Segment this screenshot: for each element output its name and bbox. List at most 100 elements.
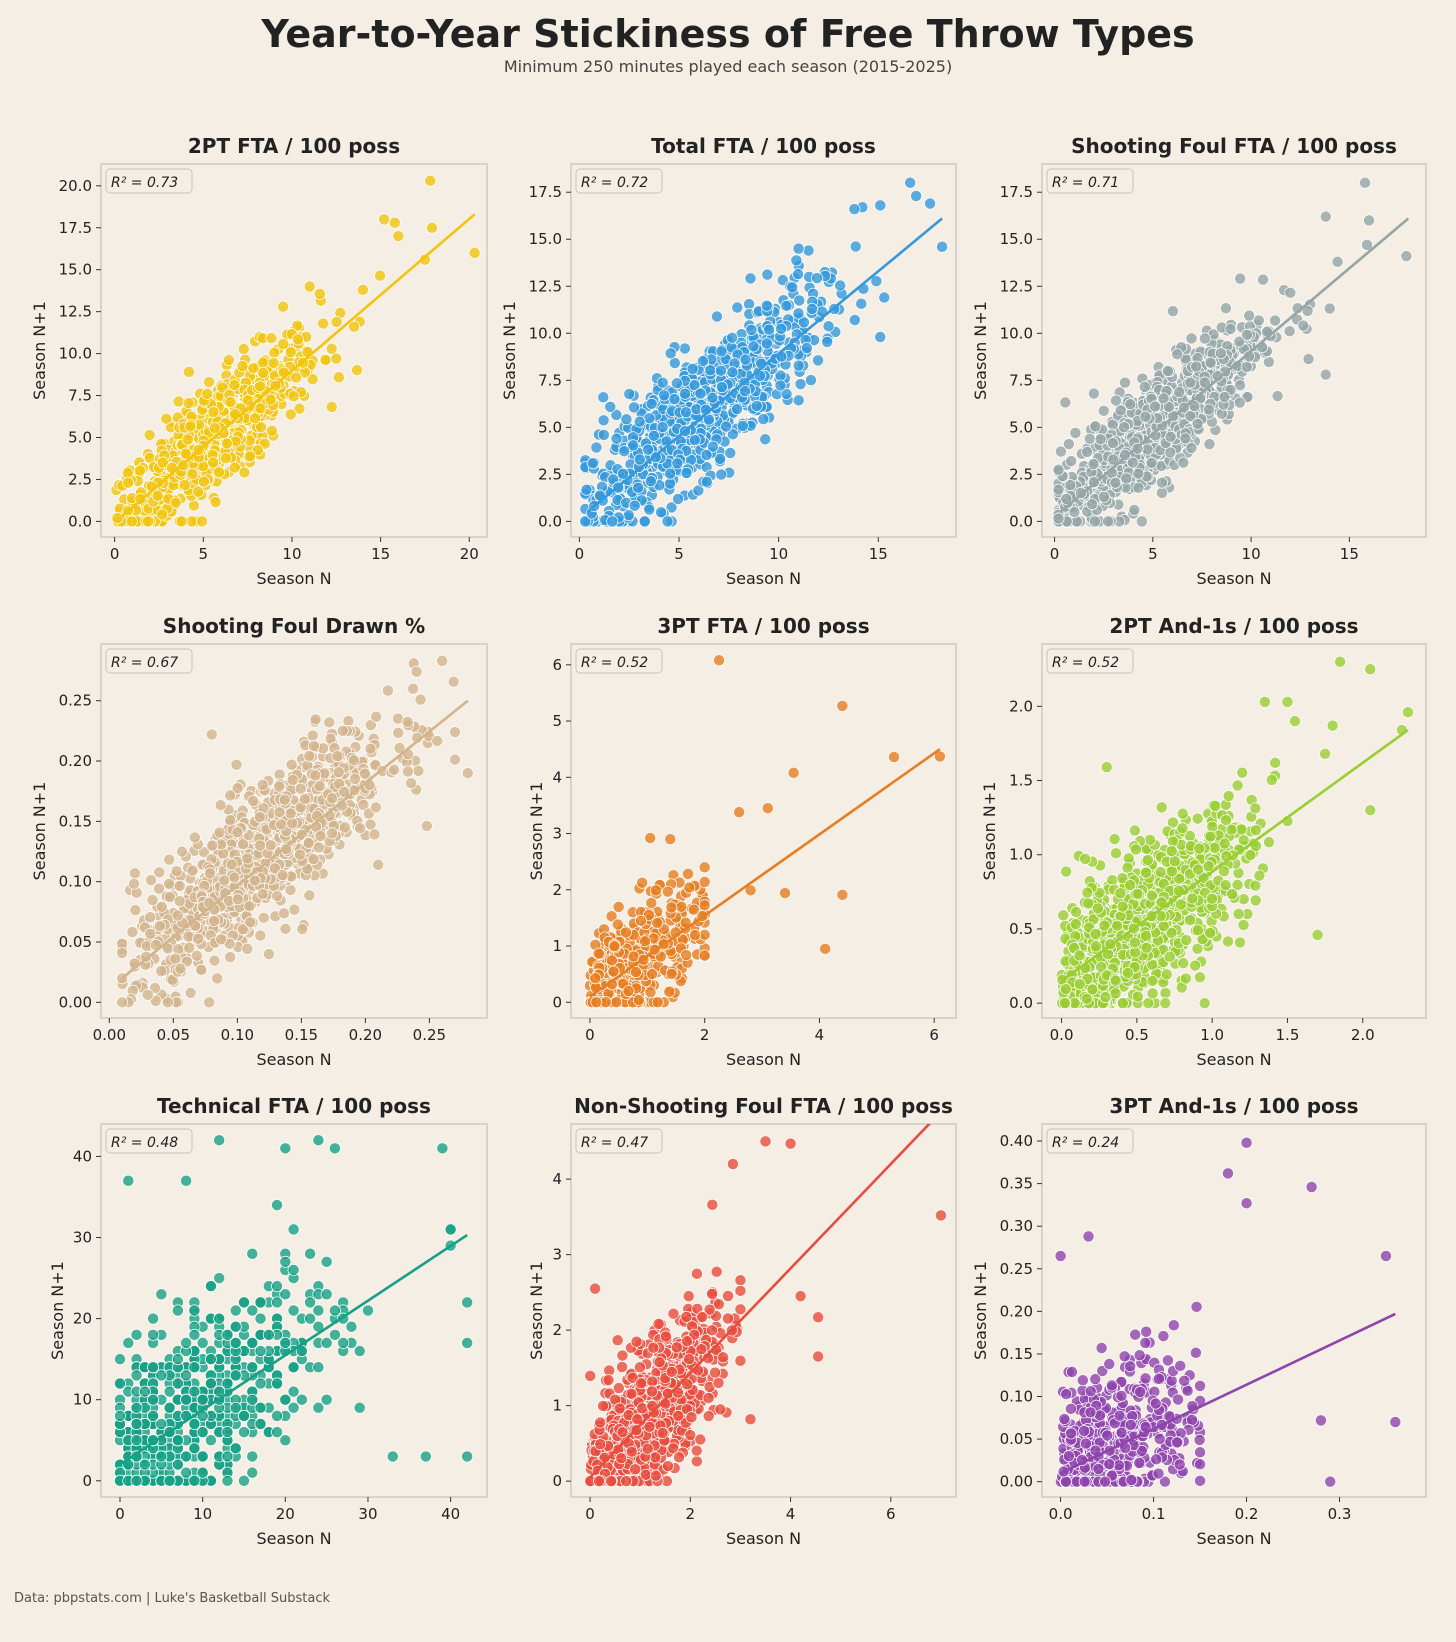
data-point (781, 300, 792, 311)
data-point (304, 750, 315, 761)
data-point (183, 398, 194, 409)
data-point (763, 324, 774, 335)
data-point (775, 380, 786, 391)
data-point (1119, 377, 1130, 388)
data-point (373, 859, 384, 870)
data-point (1098, 491, 1109, 502)
y-tick-label: 7.5 (1009, 371, 1033, 389)
y-axis-label: Season N+1 (30, 782, 49, 881)
data-point (699, 950, 710, 961)
data-point (1210, 800, 1221, 811)
data-point (172, 910, 183, 921)
data-point (762, 803, 773, 814)
data-point (232, 827, 243, 838)
data-point (333, 767, 344, 778)
data-point (725, 447, 736, 458)
data-point (313, 842, 324, 853)
data-point (1141, 867, 1152, 878)
x-axis-label: Season N (726, 1050, 801, 1069)
data-point (1156, 487, 1167, 498)
data-point (761, 300, 772, 311)
y-tick-label: 0.0 (1009, 512, 1033, 530)
data-point (258, 357, 269, 368)
y-tick-label: 20.0 (59, 177, 92, 195)
data-point (1222, 936, 1233, 947)
data-point (1110, 395, 1121, 406)
y-tick-label: 17.5 (529, 183, 562, 201)
data-point (1069, 507, 1080, 518)
x-tick-label: 0 (585, 1026, 595, 1044)
y-tick-label: 0.15 (59, 812, 92, 830)
data-point (794, 295, 805, 306)
data-point (875, 200, 886, 211)
data-point (1107, 438, 1118, 449)
data-point (581, 484, 592, 495)
data-point (164, 891, 175, 902)
data-point (644, 504, 655, 515)
data-point (173, 396, 184, 407)
data-point (1320, 211, 1331, 222)
x-tick-label: 5 (1148, 545, 1158, 563)
data-point (287, 774, 298, 785)
data-point (271, 890, 282, 901)
data-point (1161, 969, 1172, 980)
data-point (237, 361, 248, 372)
data-point (646, 897, 657, 908)
data-point (288, 391, 299, 402)
data-point (1320, 748, 1331, 759)
data-point (1150, 401, 1161, 412)
data-point (170, 497, 181, 508)
data-point (286, 759, 297, 770)
data-point (1160, 998, 1171, 1009)
y-tick-label: 0 (552, 993, 562, 1011)
data-point (1053, 464, 1064, 475)
data-point (1125, 399, 1136, 410)
data-point (1165, 431, 1176, 442)
data-point (1092, 903, 1103, 914)
data-point (879, 292, 890, 303)
data-point (793, 243, 804, 254)
panel-title: 2PT FTA / 100 poss (188, 134, 400, 158)
data-point (1070, 919, 1081, 930)
data-point (715, 365, 726, 376)
data-point (1158, 393, 1169, 404)
data-point (1110, 848, 1121, 859)
data-point (1132, 991, 1143, 1002)
data-point (633, 994, 644, 1005)
data-point (157, 509, 168, 520)
data-point (1146, 457, 1157, 468)
data-point (699, 862, 710, 873)
data-point (277, 301, 288, 312)
data-point (716, 469, 727, 480)
data-point (1177, 823, 1188, 834)
y-tick-label: 2.5 (538, 465, 562, 483)
data-point (1156, 477, 1167, 488)
data-point (238, 343, 249, 354)
data-point (1140, 930, 1151, 941)
data-point (1088, 459, 1099, 470)
data-point (1185, 377, 1196, 388)
data-point (681, 467, 692, 478)
data-point (179, 479, 190, 490)
data-point (189, 832, 200, 843)
data-point (231, 759, 242, 770)
x-tick-label: 4 (815, 1026, 825, 1044)
data-point (291, 372, 302, 383)
data-point (1186, 442, 1197, 453)
data-point (1177, 808, 1188, 819)
data-point (1090, 941, 1101, 952)
data-point (1192, 418, 1203, 429)
data-point (186, 516, 197, 527)
data-point (426, 222, 437, 233)
data-point (676, 901, 687, 912)
data-point (225, 397, 236, 408)
data-point (127, 926, 138, 937)
data-point (665, 468, 676, 479)
data-point (258, 912, 269, 923)
data-point (1284, 326, 1295, 337)
x-tick-label: 0 (1050, 545, 1060, 563)
data-point (184, 942, 195, 953)
